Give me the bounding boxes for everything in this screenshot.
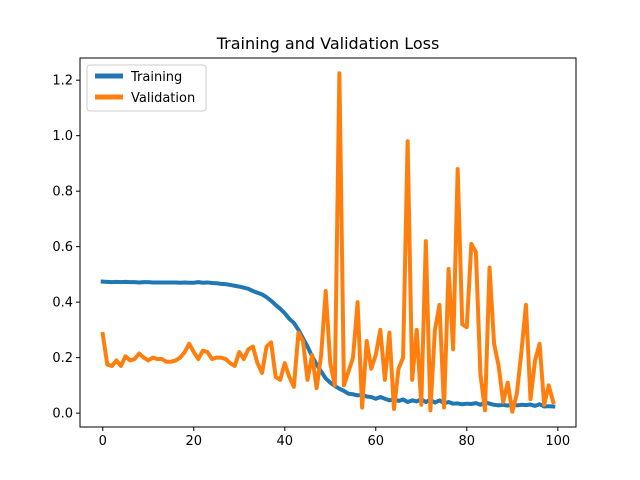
axes-frame [79,57,577,428]
y-tick-label: 0.2 [52,351,73,366]
y-tick-label: 0.8 [52,185,73,200]
x-tick-label: 20 [185,434,202,449]
chart-title: Training and Validation Loss [216,34,440,53]
series-line-validation [100,71,556,414]
legend: Training Validation [86,64,207,112]
series-line-training [100,279,556,409]
y-tick-label: 0.6 [52,240,73,255]
x-tick-label: 80 [459,434,476,449]
x-tick-label: 60 [368,434,385,449]
x-tick-label: 40 [276,434,293,449]
y-tick-label: 1.2 [52,74,73,89]
x-tick-label: 100 [545,434,570,449]
x-axis: 0 20 40 60 80 100 [99,427,570,449]
series-layer [100,71,556,414]
y-tick-label: 0.4 [52,296,73,311]
axes-background [80,58,576,427]
legend-label-training: Training [130,70,182,85]
plot-area [79,57,577,428]
y-axis: 0.0 0.2 0.4 0.6 0.8 1.0 1.2 [52,74,80,422]
x-tick-label: 0 [99,434,107,449]
legend-label-validation: Validation [131,91,195,106]
y-tick-label: 0.0 [52,407,73,422]
y-tick-label: 1.0 [52,129,73,144]
